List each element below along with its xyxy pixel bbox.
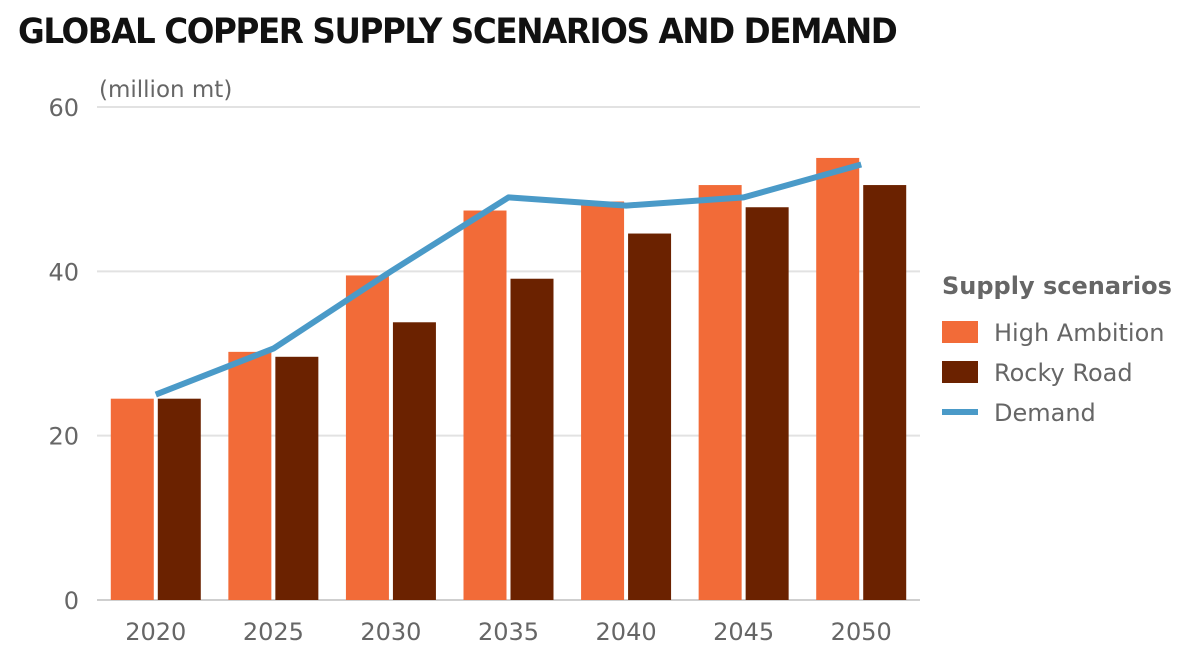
bar-high-ambition-2025 xyxy=(228,351,272,600)
x-tick-label: 2020 xyxy=(125,618,186,646)
legend-label-demand: Demand xyxy=(994,399,1096,427)
legend: Supply scenarios High Ambition Rocky Road… xyxy=(942,272,1172,427)
bar-high-ambition-2020 xyxy=(110,398,154,600)
bar-high-ambition-2050 xyxy=(816,157,860,600)
x-tick-label: 2035 xyxy=(478,618,539,646)
legend-label-rocky-road: Rocky Road xyxy=(994,359,1133,387)
x-axis-ticks: 2020 2025 2030 2035 2040 2045 2050 xyxy=(125,618,892,646)
bars xyxy=(110,157,907,600)
y-tick-label: 0 xyxy=(64,587,79,615)
x-tick-label: 2040 xyxy=(596,618,657,646)
legend-label-high-ambition: High Ambition xyxy=(994,319,1164,347)
bar-high-ambition-2030 xyxy=(345,275,389,600)
bar-rocky-road-2045 xyxy=(745,207,789,600)
bar-rocky-road-2050 xyxy=(863,185,907,600)
bar-high-ambition-2045 xyxy=(698,185,742,600)
demand-line-layer xyxy=(154,161,863,398)
legend-swatch-demand xyxy=(942,409,978,415)
legend-swatch-high-ambition xyxy=(942,321,978,343)
x-tick-label: 2025 xyxy=(243,618,304,646)
y-tick-label: 20 xyxy=(48,423,79,451)
bar-rocky-road-2040 xyxy=(628,233,672,600)
chart-title: GLOBAL COPPER SUPPLY SCENARIOS AND DEMAN… xyxy=(18,12,898,52)
y-axis-ticks: 0 20 40 60 xyxy=(48,94,79,615)
bar-rocky-road-2030 xyxy=(392,322,436,600)
unit-label: (million mt) xyxy=(99,77,232,103)
bar-rocky-road-2025 xyxy=(275,356,319,600)
legend-title: Supply scenarios xyxy=(942,272,1172,300)
bar-rocky-road-2020 xyxy=(157,398,201,600)
x-tick-label: 2045 xyxy=(713,618,774,646)
line-demand xyxy=(154,161,863,398)
bar-high-ambition-2040 xyxy=(581,201,625,600)
y-tick-label: 60 xyxy=(48,94,79,122)
bar-rocky-road-2035 xyxy=(510,278,554,600)
bar-high-ambition-2035 xyxy=(463,210,507,600)
legend-swatch-rocky-road xyxy=(942,361,978,383)
x-tick-label: 2050 xyxy=(831,618,892,646)
x-tick-label: 2030 xyxy=(360,618,421,646)
y-tick-label: 40 xyxy=(48,258,79,286)
